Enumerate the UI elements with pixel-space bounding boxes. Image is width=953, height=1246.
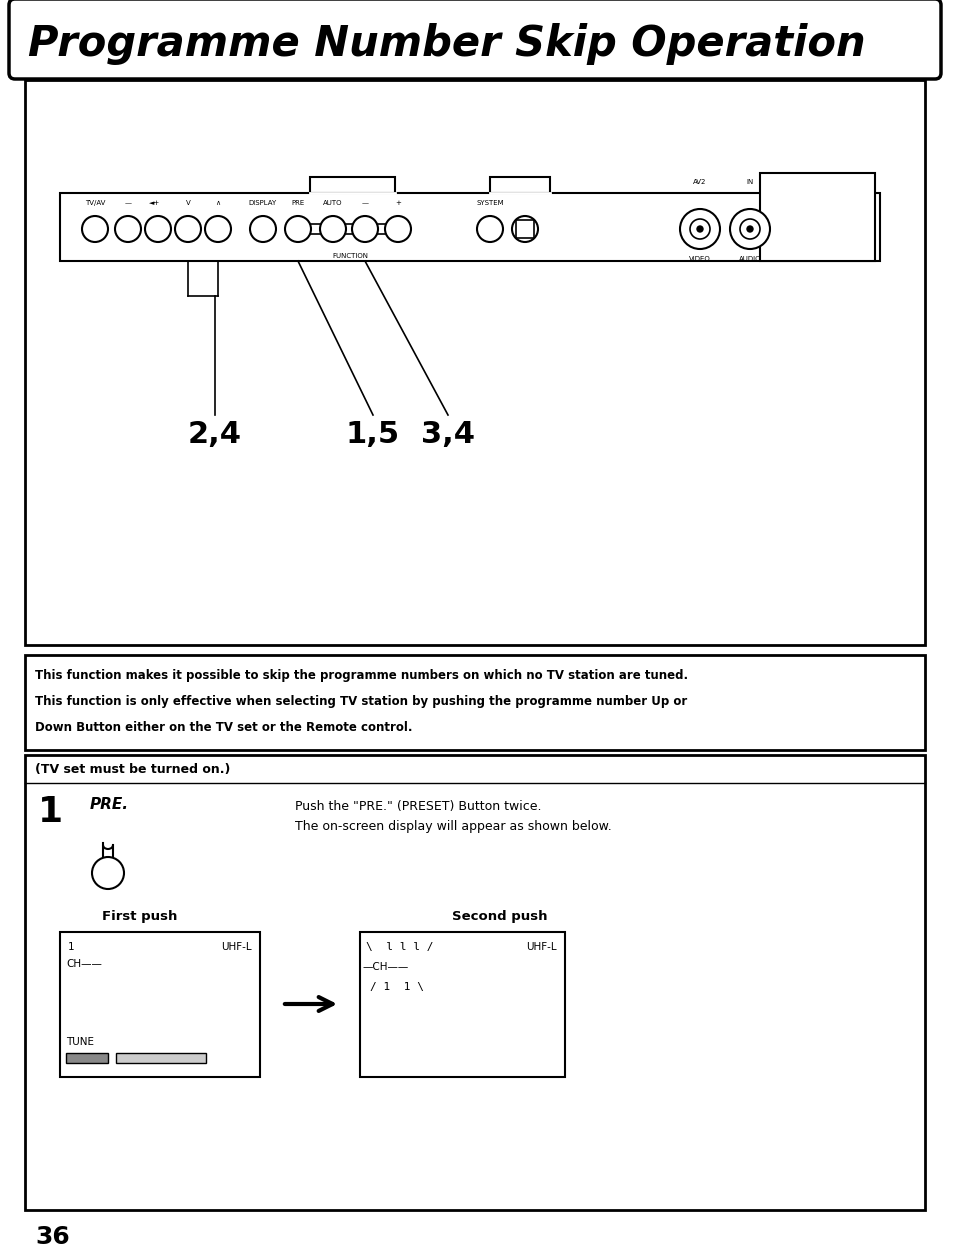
Text: The on-screen display will appear as shown below.: The on-screen display will appear as sho…	[294, 820, 611, 834]
Circle shape	[91, 857, 124, 888]
Text: 1: 1	[38, 795, 63, 829]
Text: UHF-L: UHF-L	[526, 942, 557, 952]
Text: TUNE: TUNE	[66, 1037, 94, 1047]
Text: +: +	[395, 201, 400, 206]
Text: / 1  1 \: / 1 1 \	[370, 982, 423, 992]
Text: 2,4: 2,4	[188, 420, 242, 449]
Text: CH——: CH——	[66, 959, 102, 969]
Circle shape	[319, 216, 346, 242]
Bar	[310, 177, 395, 193]
Text: First push: First push	[102, 910, 177, 923]
Bar	[66, 1053, 108, 1063]
Text: AV2: AV2	[693, 179, 706, 184]
Text: —: —	[125, 201, 132, 206]
Bar	[116, 1053, 206, 1063]
Text: Down Button either on the TV set or the Remote control.: Down Button either on the TV set or the …	[35, 721, 412, 734]
Text: UHF-L: UHF-L	[221, 942, 252, 952]
Bar	[25, 80, 924, 645]
Bar	[760, 173, 874, 260]
Text: V: V	[186, 201, 191, 206]
Text: \  l l l /: \ l l l /	[366, 942, 433, 952]
Text: (TV set must be turned on.): (TV set must be turned on.)	[35, 763, 230, 776]
Text: PRE: PRE	[291, 201, 304, 206]
Circle shape	[82, 216, 108, 242]
Text: AUDIO: AUDIO	[738, 255, 760, 262]
Text: 3,4: 3,4	[420, 420, 475, 449]
Text: VIDEO: VIDEO	[688, 255, 710, 262]
Text: FUNCTION: FUNCTION	[332, 253, 368, 259]
Circle shape	[476, 216, 502, 242]
Circle shape	[729, 209, 769, 249]
Text: Push the "PRE." (PRESET) Button twice.: Push the "PRE." (PRESET) Button twice.	[294, 800, 541, 812]
Circle shape	[174, 216, 201, 242]
Circle shape	[115, 216, 141, 242]
Bar	[490, 177, 550, 193]
Bar	[60, 193, 879, 260]
Circle shape	[250, 216, 275, 242]
Circle shape	[285, 216, 311, 242]
Bar	[516, 221, 534, 238]
Circle shape	[740, 219, 760, 239]
Circle shape	[145, 216, 171, 242]
Text: TV/AV: TV/AV	[85, 201, 105, 206]
Text: ∧: ∧	[215, 201, 220, 206]
Circle shape	[512, 216, 537, 242]
Text: PRE.: PRE.	[90, 797, 129, 812]
Text: 1,5: 1,5	[346, 420, 399, 449]
Text: ◄+: ◄+	[150, 201, 160, 206]
Text: DISPLAY: DISPLAY	[249, 201, 276, 206]
Text: —: —	[361, 201, 368, 206]
Text: This function is only effective when selecting TV station by pushing the program: This function is only effective when sel…	[35, 695, 686, 708]
Circle shape	[352, 216, 377, 242]
Circle shape	[385, 216, 411, 242]
Bar	[60, 932, 260, 1077]
Text: Programme Number Skip Operation: Programme Number Skip Operation	[28, 22, 864, 65]
Bar	[359, 932, 564, 1077]
FancyBboxPatch shape	[9, 0, 940, 78]
Text: 1: 1	[68, 942, 74, 952]
Bar	[25, 655, 924, 750]
Text: SYSTEM: SYSTEM	[476, 201, 503, 206]
Text: AUTO: AUTO	[323, 201, 342, 206]
Text: Second push: Second push	[452, 910, 547, 923]
Circle shape	[679, 209, 720, 249]
Circle shape	[689, 219, 709, 239]
Bar	[25, 755, 924, 1210]
Circle shape	[205, 216, 231, 242]
Text: IN: IN	[745, 179, 753, 184]
Text: This function makes it possible to skip the programme numbers on which no TV sta: This function makes it possible to skip …	[35, 669, 687, 682]
Circle shape	[746, 226, 752, 232]
Circle shape	[697, 226, 702, 232]
Text: —CH——: —CH——	[363, 962, 409, 972]
Text: 36: 36	[35, 1225, 70, 1246]
